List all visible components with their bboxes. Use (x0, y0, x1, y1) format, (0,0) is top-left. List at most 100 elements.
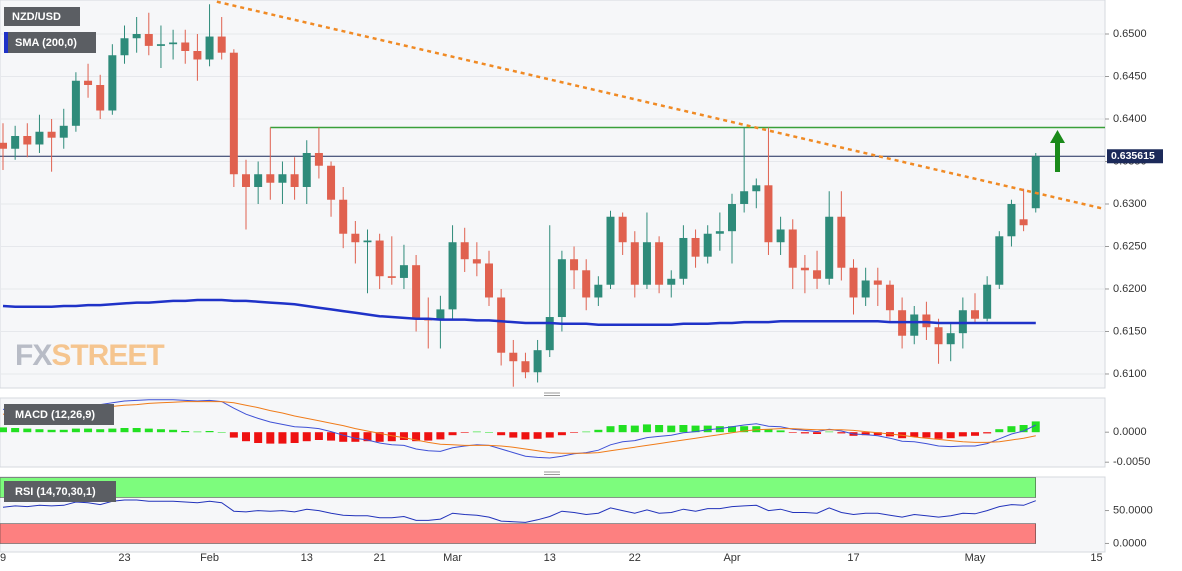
histogram-bar (934, 432, 943, 439)
candle-body (1007, 203, 1016, 237)
histogram-bar (327, 432, 336, 441)
candle-body (642, 242, 651, 285)
histogram-bar (144, 428, 153, 433)
candle-body (59, 125, 68, 138)
candle-body (314, 152, 323, 166)
candle-body (156, 44, 165, 46)
histogram-bar (582, 431, 591, 433)
candle-body (971, 310, 979, 319)
candle-body (825, 216, 834, 279)
histogram-bar (387, 432, 396, 442)
histogram-bar (181, 431, 190, 433)
histogram-bar (606, 426, 615, 433)
histogram-bar (825, 431, 834, 433)
candle-body (813, 270, 822, 279)
histogram-bar (813, 432, 822, 434)
band (0, 477, 1036, 498)
histogram-bar (169, 429, 178, 433)
histogram-bar (472, 431, 481, 433)
candle-body (120, 38, 129, 56)
histogram-bar (71, 428, 80, 433)
candle-body (570, 259, 579, 271)
candle-body (655, 242, 664, 285)
watermark: FXSTREET (15, 339, 164, 372)
y-tick-label: 0.6150 (1113, 325, 1147, 337)
candle-body (521, 361, 530, 373)
histogram-bar (618, 425, 627, 433)
histogram-bar (679, 425, 688, 433)
histogram-bar (946, 432, 955, 439)
candle-body (509, 352, 518, 362)
histogram-bar (642, 424, 651, 433)
candle-body (327, 165, 336, 200)
histogram-bar (533, 432, 542, 439)
histogram-bar (667, 425, 676, 433)
y-tick-label: 50.0000 (1113, 504, 1153, 516)
x-tick-label: May (965, 552, 986, 564)
candle-body (485, 263, 493, 298)
x-tick-label: 15 (1090, 552, 1102, 564)
y-tick-label: 0.6450 (1113, 70, 1147, 82)
legend-label: MACD (12,26,9) (15, 409, 95, 421)
legend-swatch (4, 32, 8, 53)
candle-body (169, 42, 178, 45)
candle-body (958, 310, 967, 334)
legend-box (4, 32, 96, 53)
candle-body (885, 284, 894, 311)
histogram-bar (800, 432, 809, 434)
trend-line (216, 0, 1106, 211)
price-label-box (1107, 149, 1163, 164)
histogram-bar (570, 432, 579, 433)
candle-body (679, 237, 688, 279)
histogram-bar (193, 431, 202, 433)
candle-body (703, 233, 712, 257)
histogram-bar (922, 432, 931, 438)
sma-line (2, 298, 1036, 326)
y-tick-label: 0.0000 (1113, 426, 1147, 438)
candle-body (144, 33, 153, 46)
x-tick-label: 22 (629, 552, 641, 564)
candle-body (995, 236, 1004, 285)
x-tick-label: 23 (118, 552, 130, 564)
y-tick-label: 0.0000 (1113, 537, 1147, 549)
histogram-bar (776, 430, 785, 433)
candle-body (557, 259, 566, 318)
histogram-bar (460, 432, 469, 433)
histogram-bar (728, 426, 736, 433)
watermark-street: STREET (51, 339, 164, 372)
histogram-bar (703, 425, 712, 433)
candle-body (35, 131, 44, 145)
histogram-bar (35, 429, 44, 433)
histogram-bar (837, 432, 846, 434)
histogram-bar (302, 432, 311, 442)
histogram-bar (314, 432, 323, 440)
candle-body (399, 265, 408, 278)
histogram-bar (399, 432, 408, 440)
histogram-bar (861, 432, 870, 436)
candle-body (691, 237, 700, 257)
candle-body (23, 135, 32, 145)
candle-body (412, 265, 421, 319)
panel-handle (544, 392, 560, 475)
candle-body (1031, 156, 1040, 209)
candle-body (837, 216, 846, 268)
candle-body (472, 259, 481, 264)
histogram-bar (764, 429, 773, 433)
candle-body (740, 191, 749, 204)
histogram-bar (59, 429, 68, 433)
candle-body (448, 242, 457, 310)
histogram-bar (205, 431, 214, 433)
x-tick-label: 21 (374, 552, 386, 564)
histogram-bar (96, 429, 105, 433)
legend-label: NZD/USD (12, 11, 61, 23)
histogram-bar (545, 432, 554, 438)
candle-body (545, 317, 554, 351)
y-tick-label: 0.6400 (1113, 113, 1147, 125)
histogram-bar (11, 428, 20, 433)
candle-body (594, 284, 603, 298)
histogram-bar (497, 432, 506, 436)
candle-body (375, 240, 384, 277)
macd-line (2, 401, 1036, 454)
histogram-bar (995, 429, 1004, 433)
